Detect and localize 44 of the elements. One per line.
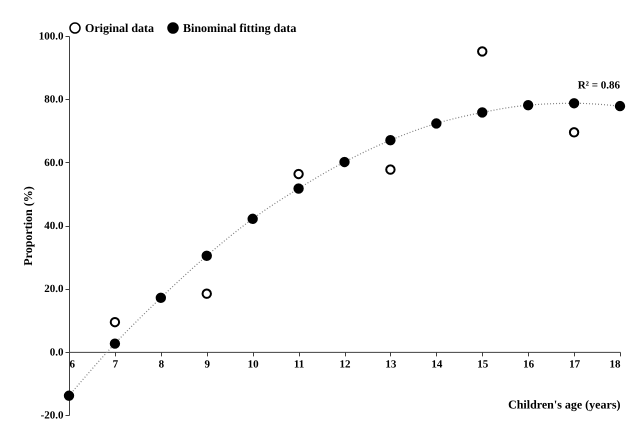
point (202, 288, 212, 299)
y-tick-label: 60.0 (44, 156, 64, 169)
x-tick-label: 17 (569, 358, 581, 370)
legend-label: Original data (85, 21, 154, 35)
x-tick-label: 9 (204, 358, 210, 370)
point (247, 214, 258, 224)
y-tick-label: 0.0 (50, 346, 64, 358)
point (202, 250, 212, 261)
y-tick-label: 40.0 (44, 220, 64, 232)
x-tick-label: 8 (158, 358, 165, 370)
y-tick-label: 20.0 (44, 283, 64, 296)
annotation: R² = 0.86 (578, 79, 620, 92)
point (110, 316, 120, 328)
point (385, 135, 396, 146)
x-tick-label: 14 (431, 358, 443, 370)
x-tick-label: 13 (385, 358, 397, 370)
y-tick-label: 100.0 (38, 30, 64, 42)
point (522, 100, 534, 110)
y-tick-label: 80.0 (44, 94, 64, 106)
point (568, 127, 580, 138)
x-tick-label: 12 (340, 358, 351, 370)
point (477, 107, 488, 118)
point (64, 390, 74, 401)
point (156, 292, 166, 303)
point (339, 156, 350, 168)
y-tick-label: -20.0 (40, 410, 64, 422)
x-tick-label: 16 (523, 358, 535, 370)
x-tick-label: 10 (248, 358, 260, 370)
x-tick-label: 15 (477, 358, 489, 370)
point (477, 46, 488, 57)
legend-label: Binominal fitting data (183, 21, 296, 35)
x-tick-label: 18 (610, 358, 621, 370)
point (568, 98, 580, 108)
y-axis-title: Proportion (%) (20, 186, 35, 266)
x-tick-label: 6 (70, 358, 76, 370)
point (293, 183, 304, 194)
point (110, 338, 120, 349)
point (431, 118, 442, 129)
x-tick-label: 11 (294, 358, 304, 370)
x-axis-title: Children's age (years) (508, 397, 620, 412)
point (385, 164, 396, 175)
x-tick-label: 7 (112, 358, 119, 370)
point (293, 168, 304, 180)
point (614, 100, 626, 112)
